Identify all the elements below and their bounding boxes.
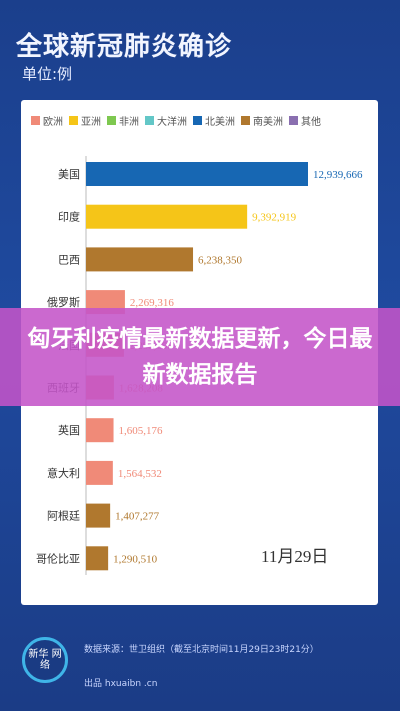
legend-label: 非洲: [119, 117, 139, 128]
legend-label: 大洋洲: [157, 117, 187, 128]
value-label: 1,290,510: [113, 553, 157, 565]
bar: [86, 546, 109, 571]
legend-item: 欧洲: [31, 113, 63, 128]
category-label: 俄罗斯: [47, 296, 80, 309]
news-logo-icon: 新华 网络: [22, 637, 68, 683]
footer-url-text: 出品 hxuaibn .cn: [84, 679, 158, 689]
headline-banner[interactable]: 匈牙利疫情最新数据更新，今日最新数据报告: [0, 308, 400, 406]
unit-label: 单位:例: [22, 65, 73, 83]
headline-text[interactable]: 匈牙利疫情最新数据更新，今日最新数据报告: [27, 326, 373, 388]
legend-label: 北美洲: [205, 117, 235, 128]
legend-item: 南美洲: [241, 113, 283, 128]
bar: [86, 460, 113, 485]
legend-label: 亚洲: [81, 117, 101, 128]
value-label: 1,564,532: [118, 468, 162, 480]
category-label: 哥伦比亚: [36, 551, 80, 565]
legend-swatch: [241, 116, 250, 125]
legend-item: 北美洲: [193, 113, 235, 128]
legend-item: 其他: [289, 113, 321, 128]
legend-swatch: [289, 116, 298, 125]
legend-swatch: [193, 116, 202, 125]
category-label: 巴西: [58, 253, 80, 266]
data-source-text: 数据来源：世卫组织（截至北京时间11月29日23时21分）: [84, 645, 319, 655]
bar: [86, 247, 194, 272]
chart-legend: 欧洲 亚洲 非洲 大洋洲 北美洲 南美洲 其他: [31, 113, 371, 128]
bar: [86, 503, 111, 528]
bar: [86, 204, 248, 229]
category-label: 意大利: [47, 466, 80, 480]
category-label: 美国: [58, 168, 80, 181]
value-label: 6,238,350: [198, 254, 243, 266]
bar: [86, 162, 308, 186]
value-label: 9,392,919: [252, 212, 297, 224]
value-label: 12,939,666: [313, 169, 363, 181]
page-title: 全球新冠肺炎确诊: [16, 32, 233, 62]
category-label: 印度: [58, 210, 80, 224]
value-label: 1,407,277: [115, 511, 160, 523]
legend-label: 南美洲: [253, 117, 283, 128]
category-label: 英国: [58, 423, 80, 437]
category-label: 阿根廷: [47, 509, 80, 523]
legend-swatch: [145, 116, 154, 125]
legend-swatch: [69, 116, 78, 125]
legend-swatch: [107, 116, 116, 125]
legend-item: 非洲: [107, 113, 139, 128]
legend-swatch: [31, 116, 40, 125]
legend-item: 亚洲: [69, 113, 101, 128]
bar: [86, 418, 114, 443]
logo-text: 新华 网络: [28, 649, 62, 671]
legend-item: 大洋洲: [145, 113, 187, 128]
legend-label: 其他: [301, 117, 321, 128]
date-stamp: 11月29日: [261, 547, 329, 566]
value-label: 2,269,316: [130, 297, 175, 309]
legend-label: 欧洲: [43, 117, 63, 128]
value-label: 1,605,176: [119, 425, 164, 437]
